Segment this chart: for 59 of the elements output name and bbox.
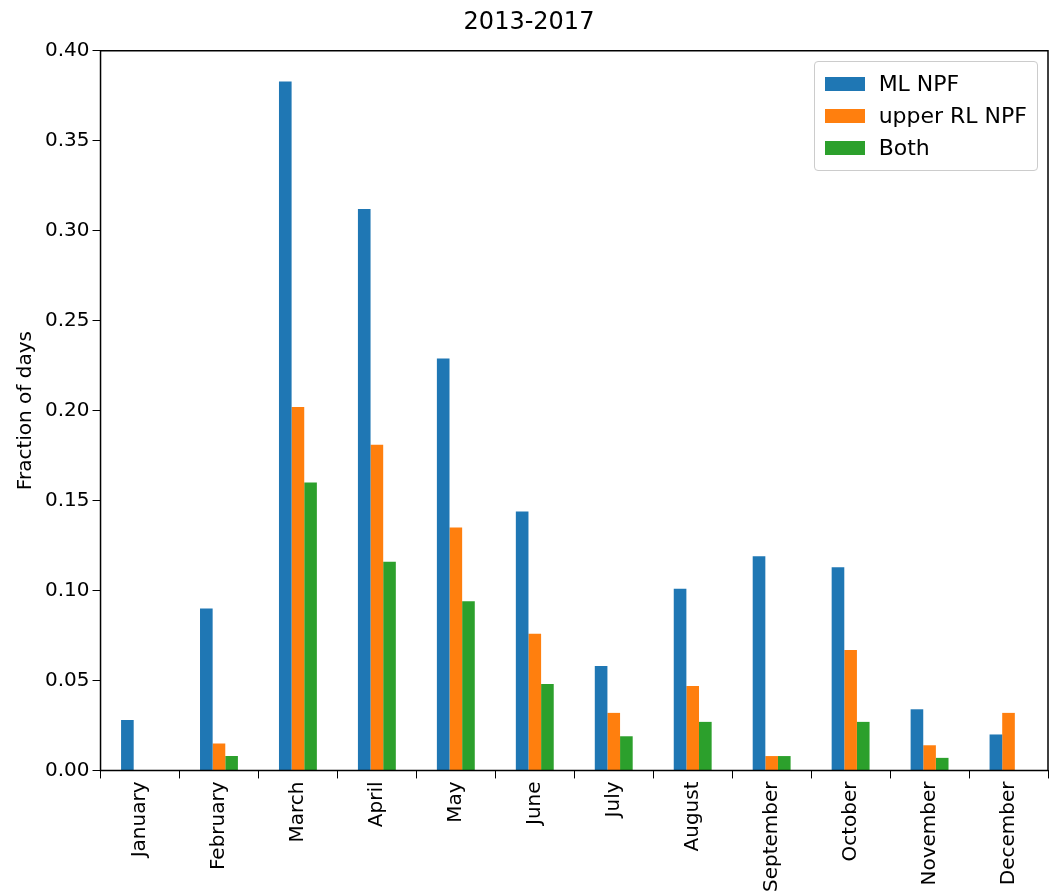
x-tick-label: May	[442, 781, 467, 823]
bar	[541, 684, 554, 770]
bar	[370, 444, 384, 770]
y-axis-title: Fraction of days	[12, 331, 37, 491]
y-tick-label: 0.30	[45, 216, 90, 241]
bar	[436, 358, 450, 770]
bar	[225, 756, 238, 770]
bar	[462, 601, 475, 770]
bar	[831, 567, 845, 770]
bar	[856, 721, 870, 770]
bar	[212, 743, 226, 770]
x-tick-label: March	[284, 781, 309, 843]
y-tick-label: 0.15	[45, 486, 90, 511]
y-tick-label: 0.05	[45, 666, 90, 691]
bar	[844, 649, 857, 770]
legend-label: upper RL NPF	[878, 101, 1027, 130]
bar	[935, 757, 949, 770]
x-tick-label: June	[520, 781, 545, 828]
bar	[515, 511, 529, 770]
bar	[989, 734, 1003, 770]
x-tick-label: November	[915, 780, 940, 886]
bar	[620, 736, 633, 770]
bar	[923, 745, 936, 770]
x-tick-label: January	[126, 781, 151, 860]
x-tick-label: October	[836, 780, 861, 862]
y-tick-label: 0.35	[45, 126, 90, 151]
bar	[673, 588, 687, 770]
chart-title: 2013-2017	[463, 6, 595, 35]
y-tick-label: 0.25	[45, 306, 90, 331]
x-tick-label: September	[757, 780, 782, 892]
bar	[200, 608, 213, 770]
bar	[449, 527, 463, 770]
bar	[777, 756, 791, 770]
y-tick-label: 0.20	[45, 396, 90, 421]
bar	[594, 666, 608, 770]
x-tick-label: February	[205, 781, 230, 871]
bar	[910, 709, 924, 770]
x-tick-label: December	[994, 780, 1019, 886]
legend-label: Both	[878, 133, 930, 162]
bar	[304, 482, 317, 770]
bar	[752, 556, 766, 770]
bar	[121, 720, 134, 770]
bar	[528, 633, 542, 770]
bar	[765, 756, 778, 770]
y-tick-label: 0.10	[45, 576, 90, 601]
bar	[699, 721, 712, 770]
x-tick-label: August	[678, 781, 703, 852]
x-tick-label: July	[599, 781, 624, 820]
x-tick-label: April	[363, 781, 388, 828]
bar	[357, 209, 371, 770]
y-tick-label: 0.40	[45, 37, 90, 61]
bar	[607, 712, 621, 770]
bar	[686, 685, 700, 770]
y-tick-label: 0.00	[45, 756, 90, 781]
legend-label: ML NPF	[878, 69, 960, 98]
bar	[383, 561, 396, 770]
bar	[1002, 712, 1015, 770]
bar	[291, 407, 305, 770]
bar	[278, 81, 292, 770]
